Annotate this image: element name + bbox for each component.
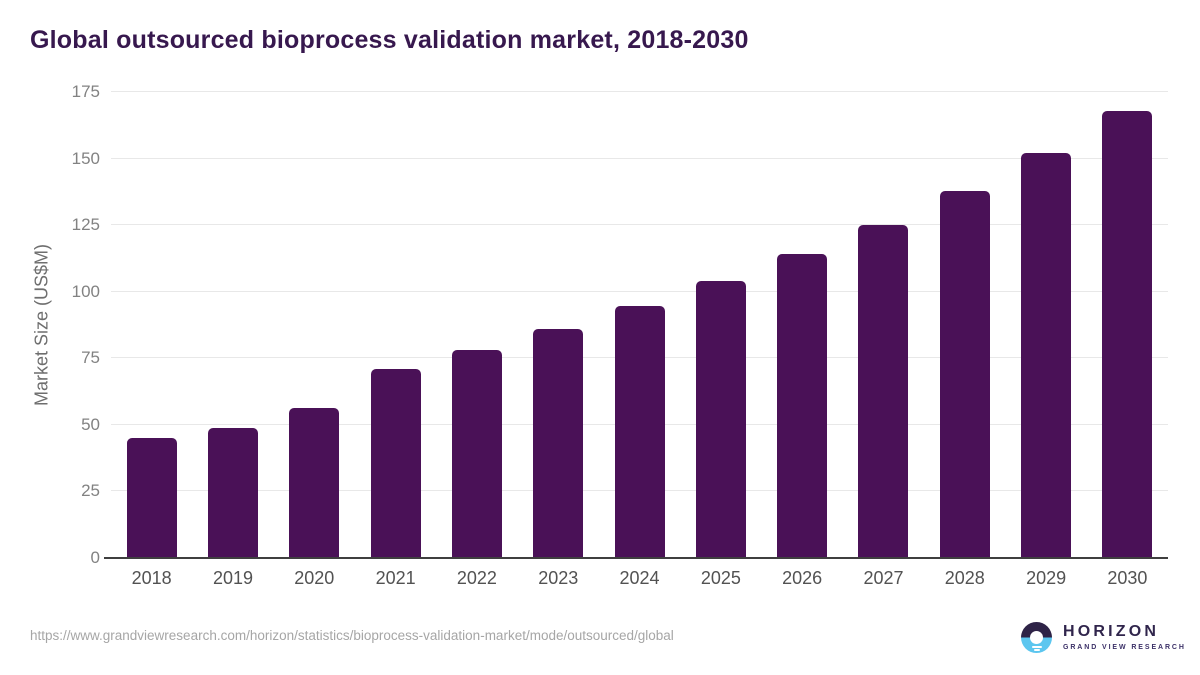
y-tick-label-75: 75 bbox=[81, 348, 100, 368]
bar-slot-2022 bbox=[436, 92, 517, 558]
y-tick-label-100: 100 bbox=[71, 281, 100, 301]
x-tick-label-2020: 2020 bbox=[294, 568, 335, 588]
bar-2022[interactable] bbox=[451, 350, 502, 558]
x-tick-label-2022: 2022 bbox=[456, 568, 497, 588]
bar-2024[interactable] bbox=[614, 306, 665, 558]
x-tick-label-2019: 2019 bbox=[212, 568, 253, 588]
bar-slot-2025 bbox=[680, 92, 761, 558]
bar-series bbox=[111, 92, 1168, 558]
x-tick-label-2018: 2018 bbox=[131, 568, 172, 588]
y-tick-label-50: 50 bbox=[81, 414, 100, 434]
bar-2018[interactable] bbox=[126, 438, 177, 558]
bar-slot-2018 bbox=[111, 92, 192, 558]
water-ripple-icon bbox=[1031, 645, 1042, 648]
bar-2029[interactable] bbox=[1021, 153, 1072, 558]
y-tick-label-25: 25 bbox=[81, 481, 100, 501]
bar-slot-2020 bbox=[274, 92, 355, 558]
horizon-logo: HORIZON GRAND VIEW RESEARCH bbox=[1021, 622, 1186, 653]
x-tick-label-2021: 2021 bbox=[375, 568, 416, 588]
bar-slot-2019 bbox=[192, 92, 273, 558]
x-tick-label-2023: 2023 bbox=[538, 568, 579, 588]
bar-2019[interactable] bbox=[207, 427, 258, 558]
x-tick-label-2027: 2027 bbox=[863, 568, 904, 588]
gridline-100 bbox=[111, 290, 1168, 292]
bar-slot-2029 bbox=[1005, 92, 1086, 558]
chart-title: Global outsourced bioprocess validation … bbox=[30, 26, 749, 54]
bar-2027[interactable] bbox=[858, 225, 909, 558]
x-tick-label-2030: 2030 bbox=[1107, 568, 1148, 588]
logo-subtitle: GRAND VIEW RESEARCH bbox=[1063, 643, 1186, 651]
bar-2021[interactable] bbox=[370, 368, 421, 558]
bar-2023[interactable] bbox=[533, 329, 584, 558]
y-tick-label-175: 175 bbox=[71, 82, 100, 101]
sun-icon bbox=[1030, 631, 1043, 644]
bar-slot-2027 bbox=[843, 92, 924, 558]
bar-slot-2030 bbox=[1087, 92, 1168, 558]
x-tick-label-2029: 2029 bbox=[1026, 568, 1067, 588]
bar-2026[interactable] bbox=[777, 254, 828, 558]
gridline-125 bbox=[111, 224, 1168, 226]
x-tick-label-2024: 2024 bbox=[619, 568, 660, 588]
water-ripple-icon bbox=[1033, 649, 1040, 651]
y-axis-ticks: 0 25 50 75 100 125 150 175 bbox=[0, 83, 100, 567]
plot-area bbox=[104, 91, 1168, 559]
gridline-150 bbox=[111, 157, 1168, 159]
bar-slot-2021 bbox=[355, 92, 436, 558]
bar-2025[interactable] bbox=[695, 281, 746, 558]
logo-name: HORIZON bbox=[1063, 623, 1160, 641]
bar-2020[interactable] bbox=[289, 407, 340, 558]
y-tick-label-0: 0 bbox=[90, 548, 100, 567]
x-axis-line bbox=[104, 557, 1168, 559]
y-tick-label-150: 150 bbox=[71, 148, 100, 168]
horizon-sunrise-icon bbox=[1021, 622, 1052, 653]
bar-slot-2028 bbox=[924, 92, 1005, 558]
x-axis-labels: 2018 2019 2020 2021 2022 2023 2024 2025 2026 2027… bbox=[111, 568, 1168, 589]
x-tick-label-2026: 2026 bbox=[782, 568, 823, 588]
bar-slot-2026 bbox=[762, 92, 843, 558]
bar-2030[interactable] bbox=[1102, 110, 1153, 558]
gridline-175 bbox=[111, 91, 1168, 92]
bar-2028[interactable] bbox=[939, 190, 990, 558]
source-url: https://www.grandviewresearch.com/horizo… bbox=[30, 628, 674, 643]
x-tick-label-2028: 2028 bbox=[944, 568, 985, 588]
bar-slot-2023 bbox=[518, 92, 599, 558]
y-tick-label-125: 125 bbox=[71, 215, 100, 235]
bar-slot-2024 bbox=[599, 92, 680, 558]
logo-text: HORIZON GRAND VIEW RESEARCH bbox=[1063, 624, 1186, 651]
x-tick-label-2025: 2025 bbox=[700, 568, 741, 588]
